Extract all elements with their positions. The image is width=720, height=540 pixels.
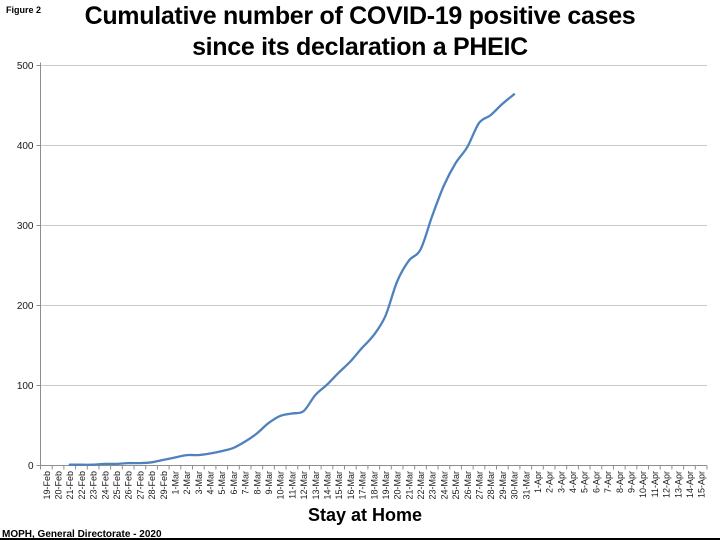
x-tick-label: 23-Feb [89,471,99,500]
y-tick-label: 100 [17,381,34,392]
x-tick-label: 6-Mar [229,471,239,495]
x-axis-title: Stay at Home [307,505,423,525]
figure-label: Figure 2 [6,5,42,15]
chart-title: Cumulative number of COVID-19 positive c… [50,1,670,63]
x-tick-label: 3-Apr [556,471,566,493]
x-tick-label: 16-Mar [346,471,356,500]
x-tick-label: 4-Mar [206,471,216,495]
x-tick-label: 7-Apr [603,471,613,493]
x-tick-label: 12-Mar [299,471,309,500]
x-tick-label: 5-Mar [217,471,227,495]
x-tick-label: 15-Mar [334,471,344,500]
x-tick-label: 11-Mar [287,471,297,499]
x-tick-label: 26-Mar [463,471,473,500]
y-tick-label: 200 [17,301,34,312]
x-tick-label: 18-Mar [369,471,379,500]
x-tick-label: 17-Mar [358,471,368,500]
x-tick-label: 14-Mar [322,471,332,500]
x-tick-label: 9-Apr [626,471,636,493]
x-tick-label: 15-Apr [697,471,707,498]
x-tick-label: 25-Feb [112,471,122,500]
x-tick-label: 13-Apr [673,471,683,498]
x-tick-label: 27-Mar [474,471,484,500]
x-tick-label: 20-Feb [54,471,64,500]
x-tick-label: 20-Mar [393,471,403,500]
x-tick-label: 28-Mar [486,471,496,500]
x-tick-label: 31-Mar [521,471,531,500]
x-tick-label: 9-Mar [264,471,274,495]
x-tick-label: 30-Mar [510,471,520,500]
footer-divider [0,538,720,540]
x-tick-label: 19-Feb [42,471,52,500]
x-tick-label: 19-Mar [381,471,391,500]
cumulative-cases-line [68,93,516,466]
x-tick-label: 1-Apr [533,471,543,493]
x-tick-label: 10-Mar [276,471,286,500]
x-tick-label: 2-Mar [182,471,192,495]
x-tick-label: 7-Mar [241,471,251,495]
x-tick-label: 1-Mar [170,471,180,495]
x-tick-label: 11-Apr [650,471,660,497]
x-tick-label: 29-Mar [498,471,508,500]
x-tick-label: 21-Feb [65,471,75,500]
x-tick-label: 23-Mar [428,471,438,500]
x-tick-label: 2-Apr [545,471,555,493]
x-tick-label: 6-Apr [591,471,601,493]
x-tick-label: 5-Apr [580,471,590,493]
x-tick-label: 8-Mar [252,471,262,495]
x-tick-label: 13-Mar [311,471,321,500]
x-tick-label: 26-Feb [124,471,134,500]
x-tick-label: 14-Apr [685,471,695,498]
x-tick-label: 22-Mar [416,471,426,500]
y-tick-label: 300 [17,221,34,232]
x-tick-label: 8-Apr [615,471,625,493]
chart-title-line-1: Cumulative number of COVID-19 positive c… [84,2,636,30]
x-tick-label: 21-Mar [404,471,414,500]
x-tick-label: 10-Apr [638,471,648,498]
x-tick-label: 27-Feb [135,471,145,500]
chart-title-line-2: since its declaration a PHEIC [192,33,528,61]
x-tick-label: 29-Feb [159,471,169,500]
y-tick-label: 400 [17,141,34,152]
y-tick-label: 500 [17,61,34,72]
x-tick-label: 28-Feb [147,471,157,500]
x-tick-label: 24-Feb [100,471,110,500]
y-tick-label: 0 [28,461,34,472]
x-tick-label: 22-Feb [77,471,87,500]
x-tick-label: 25-Mar [451,471,461,500]
x-tick-label: 3-Mar [194,471,204,495]
source-note: MOPH, General Directorate - 2020 [2,529,162,540]
x-tick-label: 24-Mar [439,471,449,500]
x-tick-label: 4-Apr [568,471,578,493]
x-tick-label: 12-Apr [662,471,672,498]
